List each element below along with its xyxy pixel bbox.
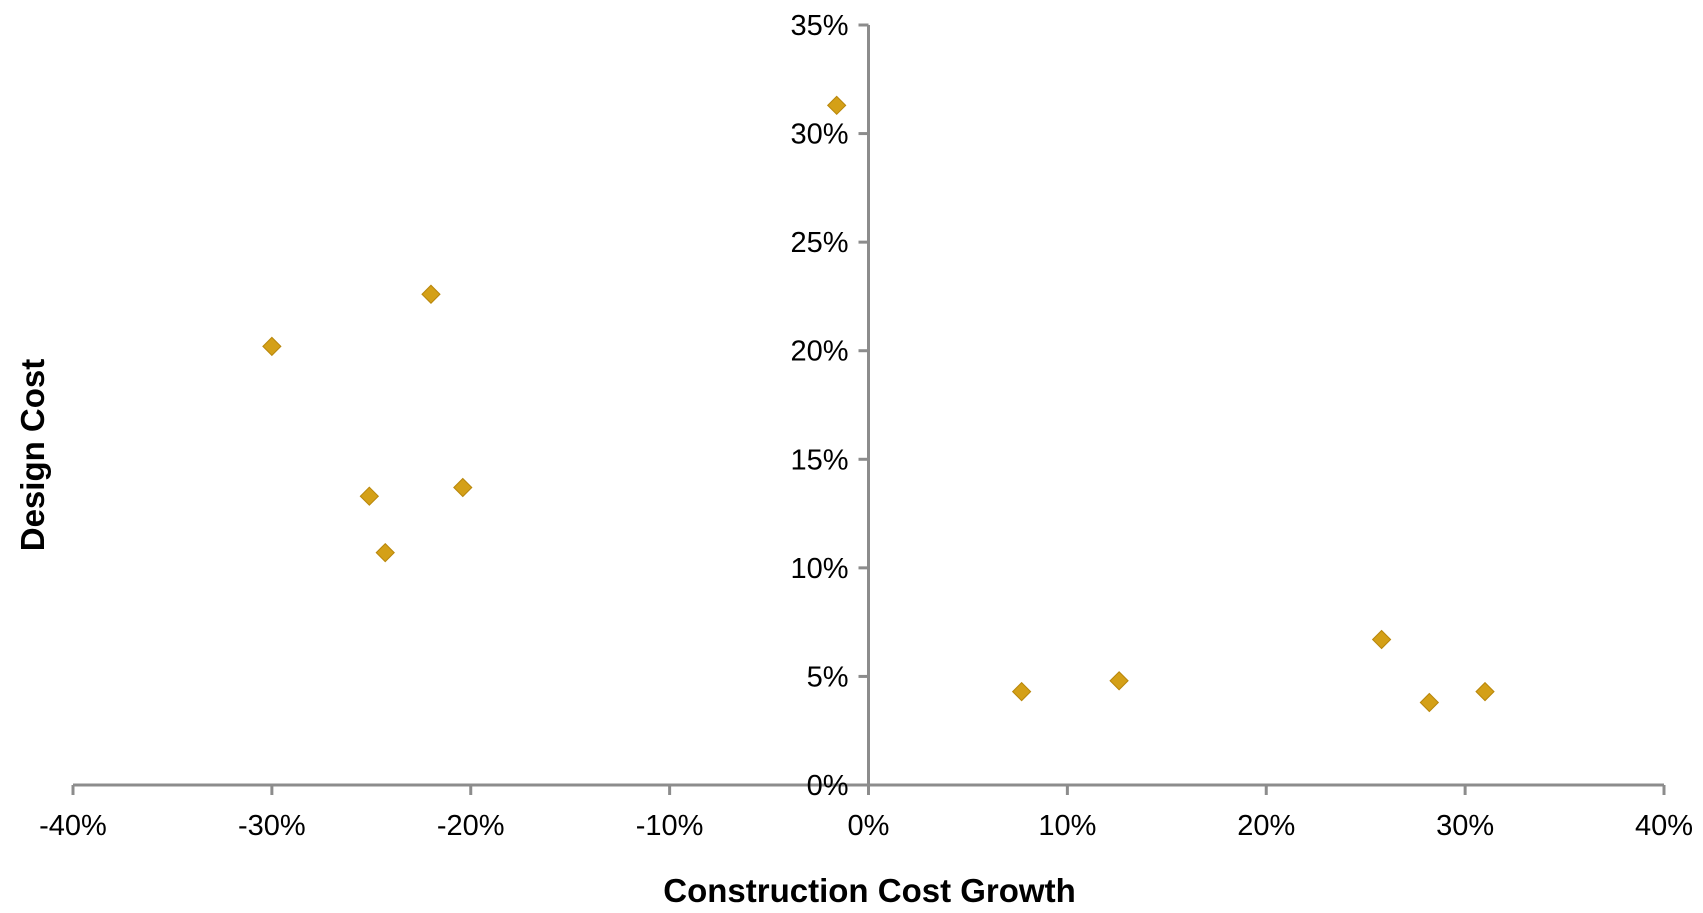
y-tick-label: 5%	[807, 661, 849, 693]
data-point	[1109, 671, 1129, 691]
y-tick-label: 30%	[790, 119, 848, 151]
data-point	[1419, 692, 1440, 713]
x-tick-label: 20%	[1237, 810, 1295, 842]
data-point	[262, 336, 282, 357]
x-axis-title: Construction Cost Growth	[663, 872, 1075, 908]
y-tick-label: 35%	[790, 10, 848, 42]
x-tick-label: -40%	[39, 810, 107, 842]
x-tick-label: 0%	[848, 810, 890, 842]
y-tick-label: 0%	[807, 770, 849, 802]
x-tick-label: 30%	[1436, 810, 1494, 842]
y-tick-label: 25%	[790, 227, 848, 259]
y-tick-label: 10%	[790, 553, 848, 585]
x-tick-label: -20%	[437, 810, 505, 842]
data-point	[421, 284, 441, 304]
data-point	[453, 477, 473, 498]
x-tick-label: -10%	[636, 810, 704, 842]
y-tick-label: 15%	[790, 444, 848, 476]
y-tick-label: 20%	[790, 336, 848, 368]
y-axis-title: Design Cost	[14, 359, 51, 552]
data-point	[1011, 681, 1032, 702]
x-tick-label: -30%	[238, 810, 306, 842]
data-point	[1475, 681, 1495, 702]
x-tick-label: 10%	[1038, 810, 1096, 842]
data-point	[359, 486, 380, 506]
x-tick-label: 40%	[1635, 810, 1693, 842]
data-point	[826, 95, 847, 116]
data-point	[1371, 629, 1392, 650]
data-point	[375, 542, 395, 563]
